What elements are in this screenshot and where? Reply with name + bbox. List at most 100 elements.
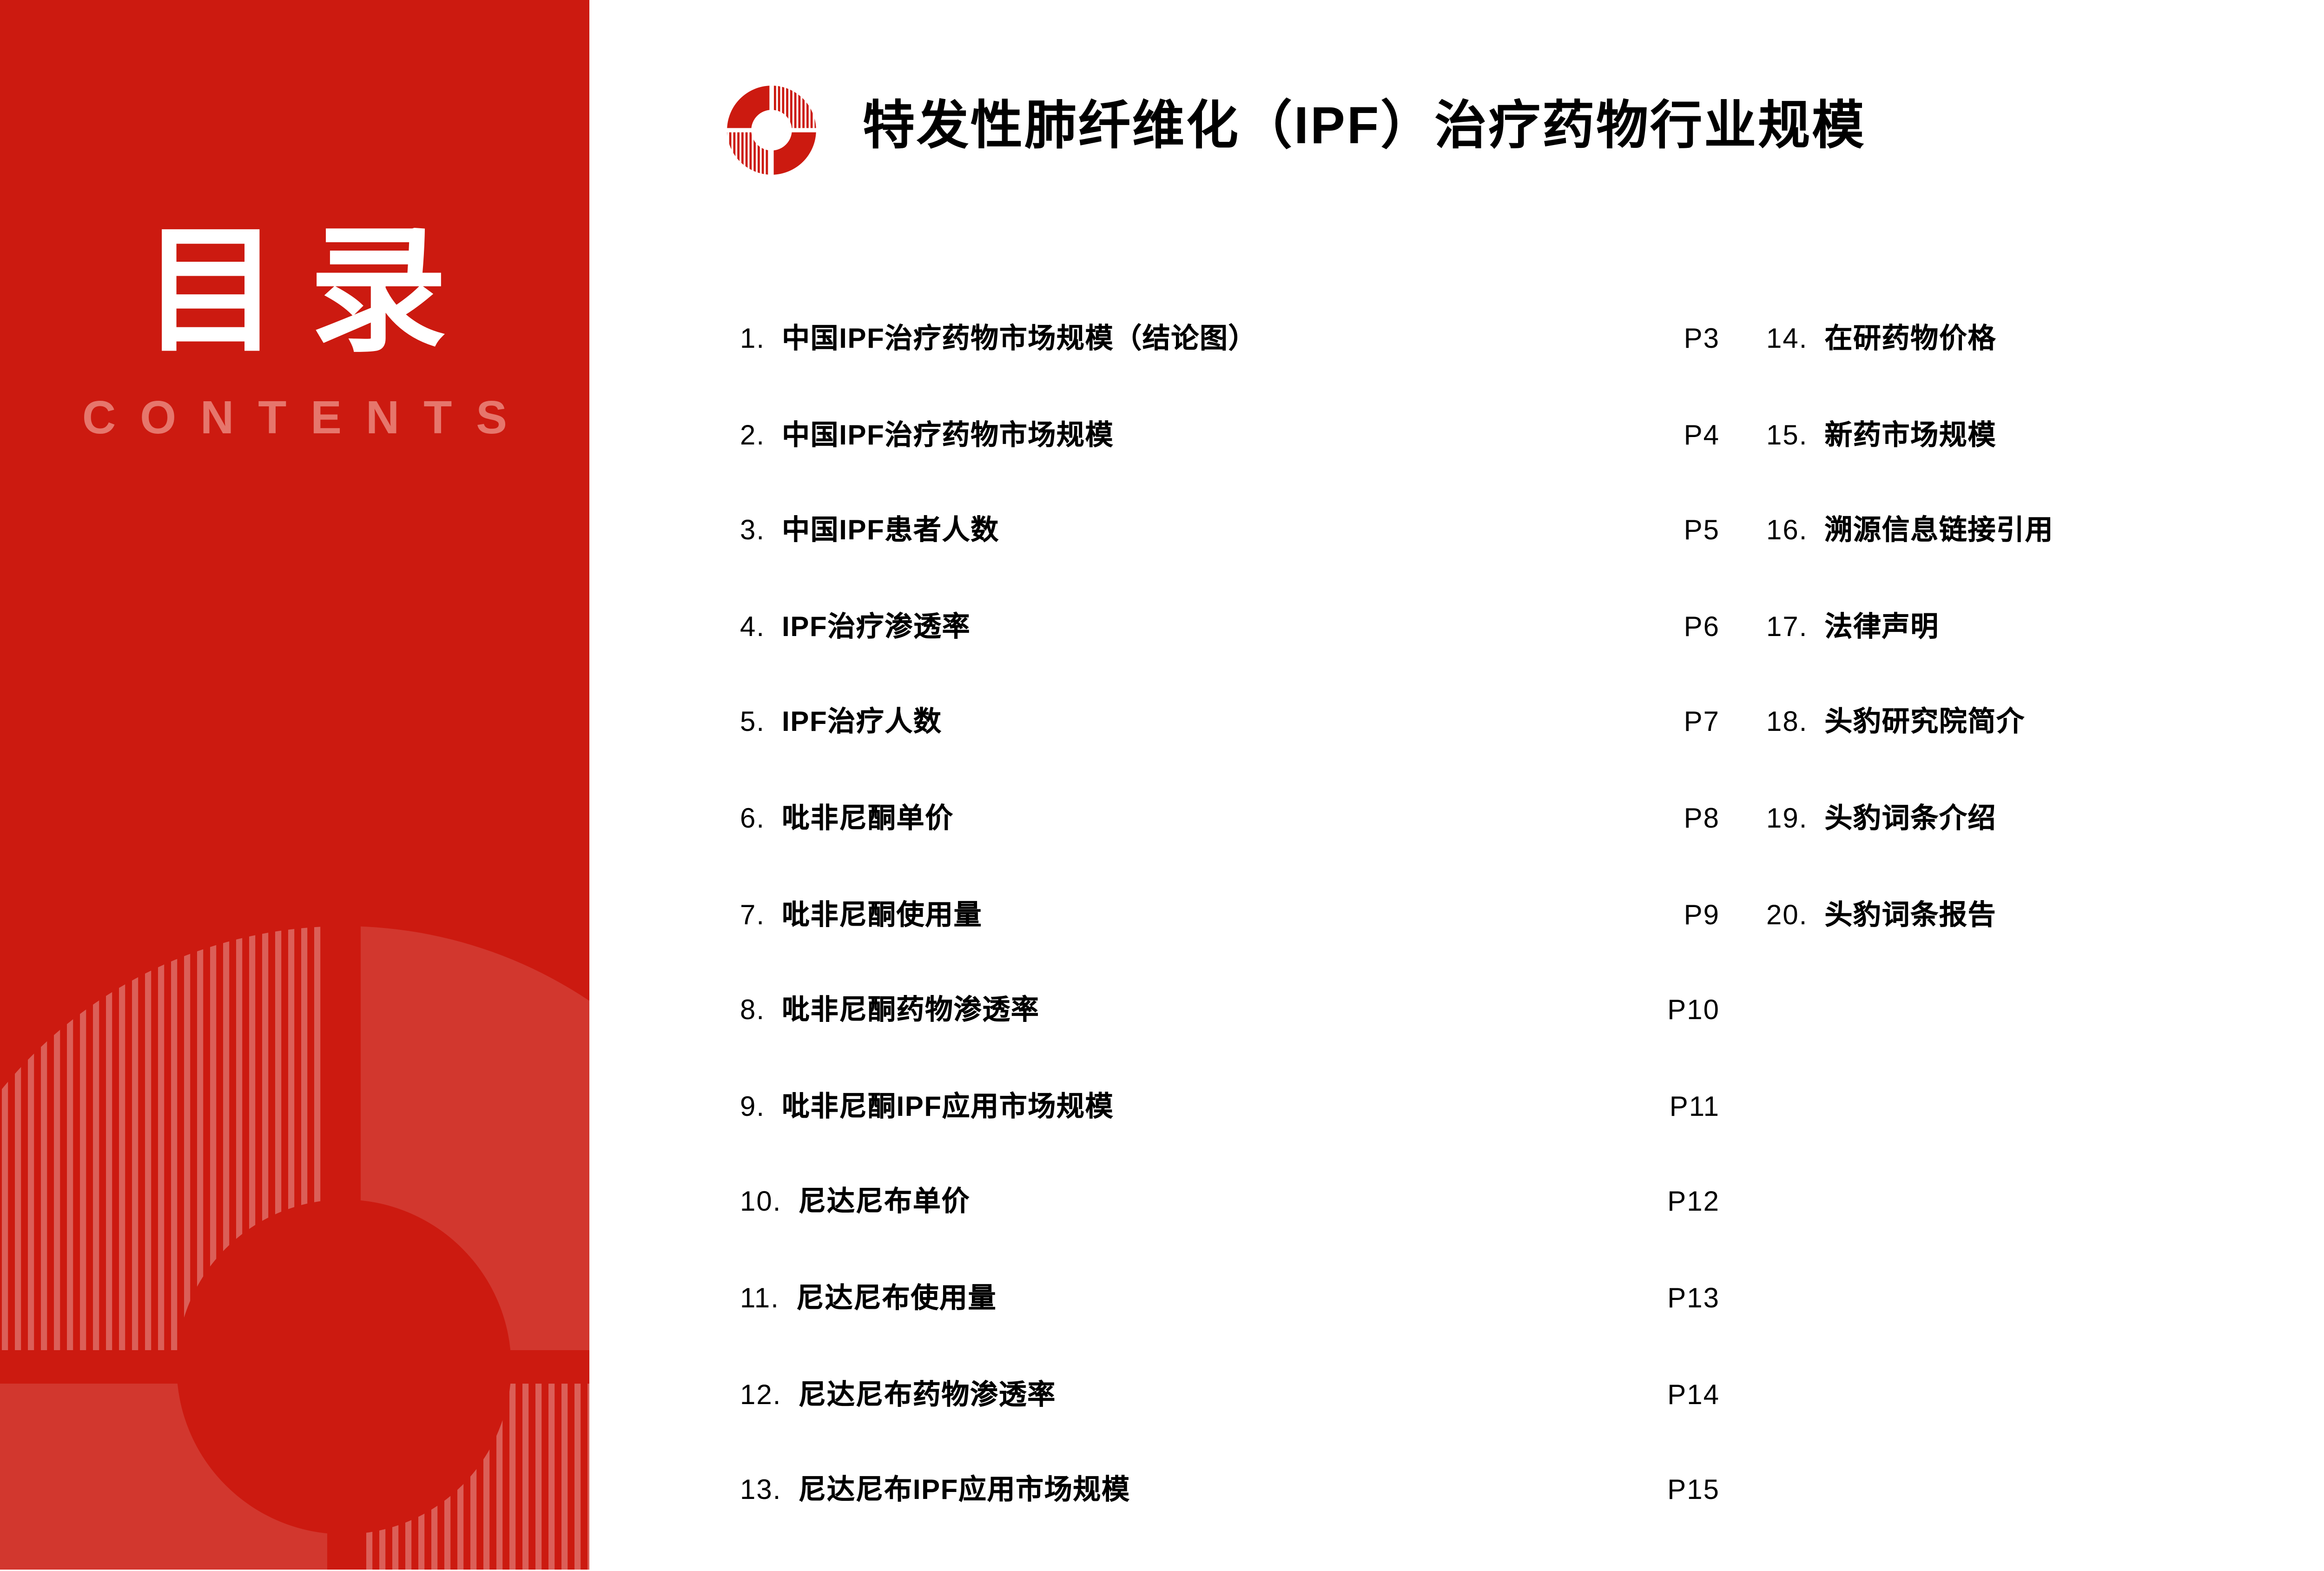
- toc-entry-line: 11. 尼达尼布使用量 P13: [740, 1283, 1720, 1315]
- toc-entry-number: 4.: [740, 611, 766, 643]
- toc-entry-page: P7: [1684, 707, 1720, 739]
- toc-entry[interactable]: 14. 在研药物价格 P16: [1766, 324, 2324, 419]
- toc-entry-title: 中国IPF治疗药物市场规模（结论图）: [782, 324, 1257, 355]
- toc-entry[interactable]: 9. 吡非尼酮IPF应用市场规模 P11: [740, 1091, 1720, 1187]
- toc-entry-title: 中国IPF治疗药物市场规模: [782, 419, 1114, 451]
- toc-entry-number: 10.: [740, 1187, 782, 1219]
- toc-entry-title: 吡非尼酮IPF应用市场规模: [782, 1091, 1114, 1123]
- toc-entry-line: 6. 吡非尼酮单价 P8: [740, 803, 1720, 835]
- toc-entry[interactable]: 19. 头豹词条介绍 P21: [1766, 803, 2324, 899]
- toc-entry[interactable]: 4. IPF治疗渗透率 P6: [740, 611, 1720, 707]
- toc-entry-number: 2.: [740, 419, 766, 451]
- toc-entry-page: P5: [1684, 515, 1720, 547]
- contents-title-zh: 目录: [142, 214, 477, 368]
- toc-entry[interactable]: 1. 中国IPF治疗药物市场规模（结论图） P3: [740, 324, 1720, 419]
- toc-entry-line: 3. 中国IPF患者人数 P5: [740, 516, 1720, 547]
- toc-entry[interactable]: 11. 尼达尼布使用量 P13: [740, 1283, 1720, 1379]
- toc-entry-line: 12. 尼达尼布药物渗透率 P14: [740, 1379, 1720, 1411]
- toc-entry-line: 18. 头豹研究院简介 P20: [1766, 708, 2324, 739]
- toc-entry[interactable]: 3. 中国IPF患者人数 P5: [740, 516, 1720, 611]
- toc-entry-line: 19. 头豹词条介绍 P21: [1766, 803, 2324, 835]
- toc-entry-number: 7.: [740, 899, 766, 931]
- toc-entry-page: P15: [1667, 1475, 1720, 1507]
- toc-entry-page: P13: [1667, 1283, 1720, 1315]
- toc-entry[interactable]: 5. IPF治疗人数 P7: [740, 708, 1720, 803]
- leadleo-pinwheel-logo-icon: [725, 84, 818, 177]
- main-content: 特发性肺纤维化（IPF）治疗药物行业规模 1. 中国IPF治疗药物市场规模（结论…: [589, 0, 2324, 1570]
- toc-entry-title: 头豹词条报告: [1824, 899, 1997, 931]
- toc-column-right: 14. 在研药物价格 P16 15. 新药市场规模 P17 16. 溯源信息链接…: [1766, 324, 2324, 995]
- toc-entry-page: P14: [1667, 1379, 1720, 1411]
- toc-entry-title: IPF治疗渗透率: [782, 611, 971, 643]
- page-title: 特发性肺纤维化（IPF）治疗药物行业规模: [863, 97, 1866, 154]
- toc-entry-page: P6: [1684, 611, 1720, 643]
- toc-entry[interactable]: 12. 尼达尼布药物渗透率 P14: [740, 1379, 1720, 1475]
- toc-entry-number: 3.: [740, 515, 766, 547]
- toc-entry-line: 17. 法律声明 P19: [1766, 611, 2324, 643]
- toc-entry-number: 12.: [740, 1379, 782, 1411]
- toc-entry-number: 11.: [740, 1283, 779, 1315]
- toc-entry[interactable]: 13. 尼达尼布IPF应用市场规模 P15: [740, 1475, 1720, 1571]
- toc-entry-title: 新药市场规模: [1824, 419, 1997, 451]
- toc-entry-title: 吡非尼酮单价: [782, 803, 954, 835]
- toc-entry-number: 20.: [1766, 899, 1808, 931]
- toc-entry-title: 中国IPF患者人数: [782, 515, 999, 547]
- toc-entry-line: 2. 中国IPF治疗药物市场规模 P4: [740, 419, 1720, 451]
- sidebar: 目录 CONTENTS: [0, 0, 589, 1570]
- toc-entry-number: 14.: [1766, 324, 1808, 355]
- toc-entry-line: 8. 吡非尼酮药物渗透率 P10: [740, 995, 1720, 1027]
- toc-entry-number: 17.: [1766, 611, 1808, 643]
- toc-entry-line: 13. 尼达尼布IPF应用市场规模 P15: [740, 1475, 1720, 1507]
- toc-entry-page: P9: [1684, 899, 1720, 931]
- toc-entry[interactable]: 8. 吡非尼酮药物渗透率 P10: [740, 995, 1720, 1091]
- toc-entry-page: P11: [1669, 1091, 1720, 1123]
- toc-entry-title: 头豹研究院简介: [1824, 707, 2025, 739]
- toc-entry-number: 13.: [740, 1475, 782, 1507]
- toc-entry-title: 尼达尼布药物渗透率: [798, 1379, 1056, 1411]
- toc-entry-line: 20. 头豹词条报告 P22: [1766, 899, 2324, 931]
- toc-entry-title: 尼达尼布使用量: [796, 1283, 997, 1315]
- toc-entry-page: P3: [1684, 324, 1720, 355]
- toc-entry-page: P4: [1684, 419, 1720, 451]
- toc-entry-title: 法律声明: [1824, 611, 1939, 643]
- toc-entry[interactable]: 20. 头豹词条报告 P22: [1766, 899, 2324, 995]
- toc-entry-title: 溯源信息链接引用: [1824, 515, 2054, 547]
- toc-entry[interactable]: 10. 尼达尼布单价 P12: [740, 1187, 1720, 1283]
- toc-entry-title: 吡非尼酮药物渗透率: [782, 995, 1040, 1027]
- toc-entry-line: 1. 中国IPF治疗药物市场规模（结论图） P3: [740, 324, 1720, 355]
- toc-entry[interactable]: 2. 中国IPF治疗药物市场规模 P4: [740, 419, 1720, 515]
- toc-entry-line: 10. 尼达尼布单价 P12: [740, 1187, 1720, 1219]
- toc-entry-line: 15. 新药市场规模 P17: [1766, 419, 2324, 451]
- toc-entry-title: 在研药物价格: [1824, 324, 1997, 355]
- toc-entry[interactable]: 18. 头豹研究院简介 P20: [1766, 708, 2324, 803]
- toc-entry-page: P10: [1667, 995, 1720, 1027]
- toc-entry[interactable]: 15. 新药市场规模 P17: [1766, 419, 2324, 515]
- toc-column-left: 1. 中国IPF治疗药物市场规模（结论图） P3 2. 中国IPF治疗药物市场规…: [740, 324, 1720, 1571]
- toc-entry[interactable]: 16. 溯源信息链接引用 P18: [1766, 516, 2324, 611]
- toc-entry-number: 16.: [1766, 515, 1808, 547]
- toc-entry-title: 尼达尼布单价: [798, 1187, 971, 1219]
- toc-entry-title: 头豹词条介绍: [1824, 803, 1997, 835]
- toc-entry-number: 9.: [740, 1091, 766, 1123]
- toc-entry[interactable]: 7. 吡非尼酮使用量 P9: [740, 899, 1720, 995]
- pinwheel-watermark-icon: [0, 921, 589, 1570]
- toc-entry-number: 5.: [740, 707, 766, 739]
- toc-entry-line: 7. 吡非尼酮使用量 P9: [740, 899, 1720, 931]
- toc-entry-page: P12: [1667, 1187, 1720, 1219]
- toc-entry-title: 吡非尼酮使用量: [782, 899, 983, 931]
- toc-entry-line: 14. 在研药物价格 P16: [1766, 324, 2324, 355]
- toc-entry[interactable]: 6. 吡非尼酮单价 P8: [740, 803, 1720, 899]
- toc-entry-number: 15.: [1766, 419, 1808, 451]
- toc-entry-line: 4. IPF治疗渗透率 P6: [740, 611, 1720, 643]
- toc-entry-page: P8: [1684, 803, 1720, 835]
- toc-entry-number: 18.: [1766, 707, 1808, 739]
- toc-entry-title: 尼达尼布IPF应用市场规模: [798, 1475, 1130, 1507]
- toc-entry-number: 1.: [740, 324, 766, 355]
- toc-entry-line: 9. 吡非尼酮IPF应用市场规模 P11: [740, 1091, 1720, 1123]
- toc-entry-number: 8.: [740, 995, 766, 1027]
- toc-entry-line: 5. IPF治疗人数 P7: [740, 708, 1720, 739]
- toc-entry-line: 16. 溯源信息链接引用 P18: [1766, 516, 2324, 547]
- toc-entry-number: 6.: [740, 803, 766, 835]
- toc-entry[interactable]: 17. 法律声明 P19: [1766, 611, 2324, 707]
